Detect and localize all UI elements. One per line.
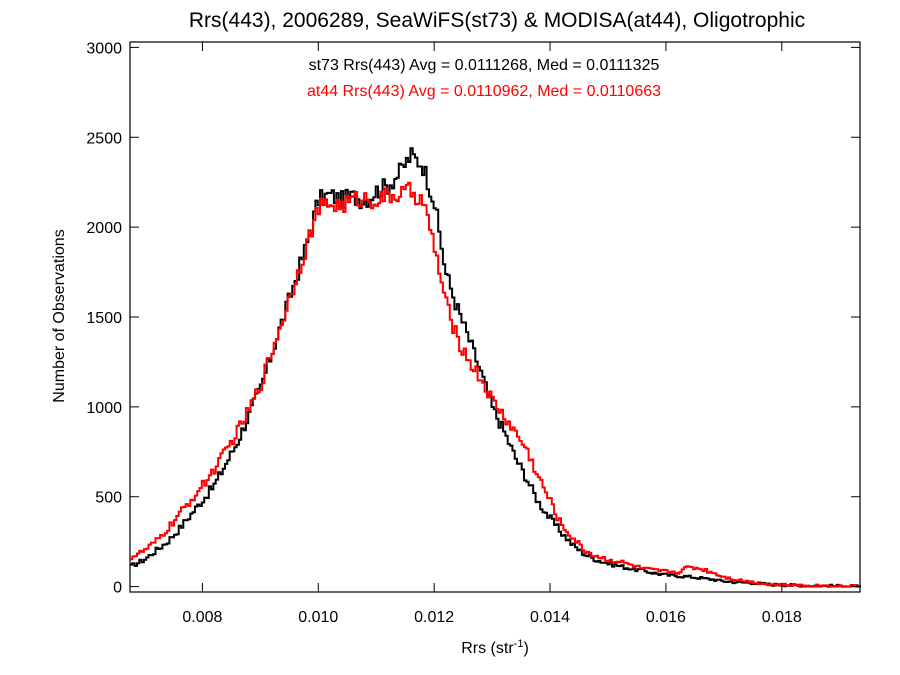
x-tick-label: 0.016	[646, 609, 686, 626]
y-tick-label: 0	[113, 580, 122, 597]
annotation-st73: st73 Rrs(443) Avg = 0.0111268, Med = 0.0…	[309, 57, 660, 74]
y-axis-label: Number of Observations	[51, 229, 68, 402]
y-tick-label: 2500	[86, 130, 122, 147]
y-tick-label: 3000	[86, 40, 122, 57]
annotation-at44: at44 Rrs(443) Avg = 0.0110962, Med = 0.0…	[307, 83, 661, 100]
series-line-0	[130, 147, 861, 588]
chart-title: Rrs(443), 2006289, SeaWiFS(st73) & MODIS…	[189, 9, 805, 32]
x-axis-label-main: Rrs (str	[461, 640, 514, 657]
series-layer	[130, 147, 861, 588]
x-tick-label: 0.008	[182, 609, 222, 626]
x-axis-label-end: )	[523, 640, 528, 657]
x-tick-label: 0.012	[414, 609, 454, 626]
plot-frame	[129, 41, 861, 593]
x-tick-label: 0.018	[762, 609, 802, 626]
tick-layer: 0.008 0.010 0.012 0.014 0.016 0.018 0 500 1000 15…	[86, 40, 860, 626]
x-tick-label: 0.014	[530, 609, 570, 626]
x-tick-label: 0.010	[298, 609, 338, 626]
y-tick-label: 1000	[86, 400, 122, 417]
x-axis-label: Rrs (str-1)	[461, 638, 529, 657]
series-line-1	[130, 181, 860, 588]
x-axis-label-sup: -1	[514, 638, 524, 650]
y-tick-label: 500	[95, 490, 122, 507]
y-tick-label: 2000	[86, 220, 122, 237]
y-tick-label: 1500	[86, 310, 122, 327]
